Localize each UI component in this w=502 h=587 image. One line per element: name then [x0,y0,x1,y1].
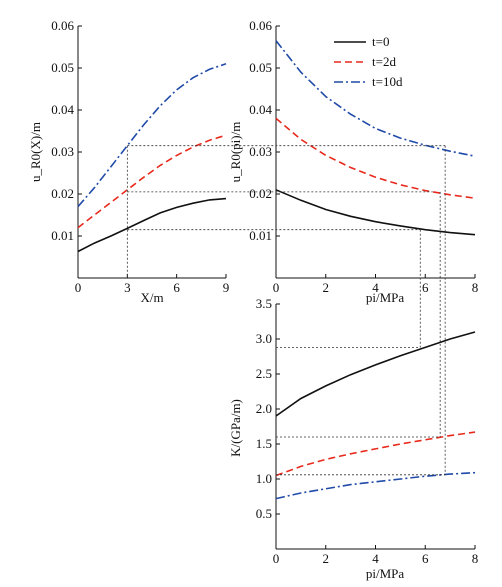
y-tick-label: 0.05 [249,60,272,75]
x-tick-label: 8 [472,551,479,566]
x-tick-label: 0 [273,280,280,295]
y-tick-label: 0.02 [249,186,272,201]
y-tick-label: 0.02 [51,186,74,201]
y-tick-label: 0.03 [249,144,272,159]
x-axis-label: X/m [140,290,163,305]
y-axis-label: u_R0(pi)/m [228,122,243,183]
series-line-t=2d [275,117,476,199]
y-tick-label: 0.5 [256,506,272,521]
y-tick-label: 2.0 [256,401,272,416]
y-tick-label: 0.04 [249,102,272,117]
x-tick-label: 6 [173,280,180,295]
series-line-t=2d [77,134,227,229]
y-tick-label: 1.0 [256,471,272,486]
x-tick-label: 8 [472,280,479,295]
y-tick-label: 0.06 [249,18,272,33]
series-line-t=10d [275,471,476,500]
y-axis-label: u_R0(X)/m [28,122,43,182]
series-line-t=10d [77,63,227,208]
x-tick-label: 6 [422,551,429,566]
y-tick-label: 2.5 [256,366,272,381]
y-tick-label: 3.0 [256,331,272,346]
x-tick-label: 4 [372,280,379,295]
x-axis-label: pi/MPa [366,566,405,581]
x-axis-label: pi/MPa [366,290,405,305]
panel-top-right: 0 2 4 6 8 0.01 0.02 0.03 0.04 0.05 0.06 pi/MPa u_R0(… [228,18,478,305]
panel-top-left: 0 3 6 9 0.01 0.02 0.03 0.04 0.05 0.06 X/m u_R0(X)/m [28,18,229,305]
x-tick-label: 0 [75,280,82,295]
y-axis-label: K/(GPa/m) [228,399,243,457]
y-tick-label: 0.01 [51,228,74,243]
x-tick-label: 0 [273,551,280,566]
x-tick-label: 6 [422,280,429,295]
y-tick-label: 0.05 [51,60,74,75]
y-tick-label: 0.03 [51,144,74,159]
x-tick-label: 4 [372,551,379,566]
series-line-t=0 [77,197,227,253]
series-line-t=10d [275,40,476,157]
x-tick-label: 9 [223,280,230,295]
y-tick-label: 0.04 [51,102,74,117]
series-line-t=2d [275,431,476,477]
y-tick-label: 0.06 [51,18,74,33]
y-tick-label: 1.5 [256,436,272,451]
series-line-t=0 [275,331,476,417]
legend: t=0 t=2d t=10d [334,34,403,89]
x-tick-label: 3 [124,280,131,295]
series-line-t=0 [275,189,476,236]
legend-label: t=0 [372,34,389,49]
x-tick-label: 2 [323,551,330,566]
legend-label: t=10d [372,74,403,89]
y-tick-label: 0.01 [249,228,272,243]
guide-lines [126,145,446,476]
x-tick-label: 2 [323,280,330,295]
panel-bottom-right: 0 2 4 6 8 0.5 1.0 1.5 2.0 2.5 3.0 3.5 pi/MPa K/(GPa/m… [228,296,478,581]
legend-label: t=2d [372,54,396,69]
y-tick-label: 3.5 [256,296,272,311]
